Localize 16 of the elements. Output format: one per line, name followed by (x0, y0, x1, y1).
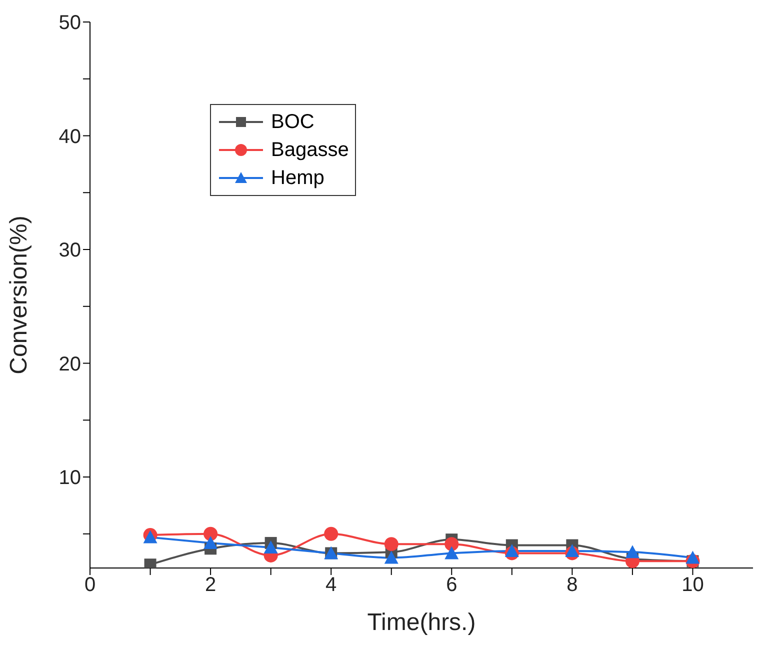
y-tick-label: 10 (58, 467, 81, 490)
y-tick-label: 50 (58, 12, 81, 34)
y-tick-label: 20 (58, 353, 81, 376)
x-axis-title: Time(hrs.) (367, 609, 476, 636)
legend-label: Hemp (271, 166, 324, 191)
x-tick-label: 8 (566, 574, 578, 596)
y-tick-label: 40 (58, 126, 81, 148)
legend-label: BOC (271, 110, 314, 135)
y-tick-label: 30 (58, 240, 81, 262)
x-tick-label: 10 (682, 574, 704, 596)
y-axis-title: Conversion(%) (6, 216, 33, 374)
x-tick-label: 0 (84, 574, 96, 596)
legend-label: Bagasse (271, 138, 349, 163)
x-tick-label: 6 (446, 574, 458, 596)
x-tick-label: 4 (326, 574, 337, 596)
x-tick-label: 2 (204, 574, 216, 596)
